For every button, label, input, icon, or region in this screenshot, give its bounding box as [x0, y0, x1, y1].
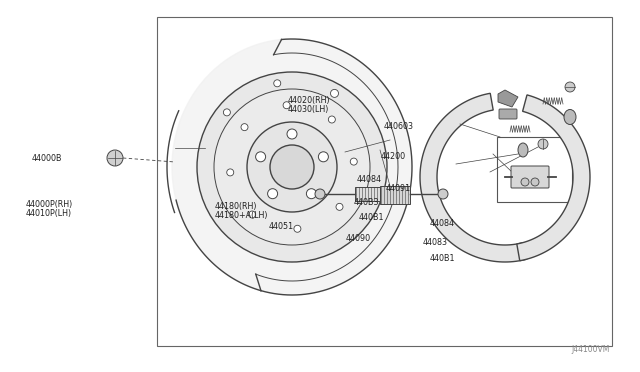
FancyBboxPatch shape — [499, 109, 517, 119]
Ellipse shape — [328, 116, 335, 123]
Ellipse shape — [223, 109, 230, 116]
Text: 44090: 44090 — [346, 234, 371, 243]
Circle shape — [521, 178, 529, 186]
Text: 44020(RH): 44020(RH) — [288, 96, 331, 105]
Bar — [380, 186, 410, 204]
Ellipse shape — [350, 158, 357, 165]
Text: 44051: 44051 — [269, 222, 294, 231]
Ellipse shape — [197, 72, 387, 262]
Ellipse shape — [255, 152, 266, 162]
Text: 44030(LH): 44030(LH) — [288, 105, 330, 114]
Ellipse shape — [270, 145, 314, 189]
Ellipse shape — [247, 122, 337, 212]
FancyBboxPatch shape — [511, 166, 549, 188]
Polygon shape — [172, 39, 412, 295]
Text: 44000B: 44000B — [32, 154, 63, 163]
Ellipse shape — [336, 203, 343, 210]
Circle shape — [565, 82, 575, 92]
Ellipse shape — [268, 189, 278, 199]
Ellipse shape — [241, 124, 248, 131]
Text: 44084: 44084 — [430, 219, 455, 228]
Text: 440603: 440603 — [384, 122, 414, 131]
Text: 44180(RH): 44180(RH) — [214, 202, 257, 211]
Circle shape — [315, 189, 325, 199]
Text: 44084: 44084 — [357, 175, 382, 184]
Text: 44091: 44091 — [385, 184, 410, 193]
Polygon shape — [517, 95, 590, 261]
Ellipse shape — [318, 152, 328, 162]
Ellipse shape — [227, 169, 234, 176]
Text: 440B1: 440B1 — [358, 213, 384, 222]
Text: 44083: 44083 — [422, 238, 447, 247]
Circle shape — [438, 189, 448, 199]
Ellipse shape — [283, 102, 290, 109]
Text: 44000P(RH): 44000P(RH) — [26, 200, 73, 209]
Bar — [157, 17, 612, 346]
Ellipse shape — [368, 192, 376, 200]
Ellipse shape — [518, 143, 528, 157]
Polygon shape — [420, 93, 527, 262]
Bar — [497, 137, 572, 202]
Ellipse shape — [307, 189, 316, 199]
Ellipse shape — [330, 89, 339, 97]
Text: 44180+A(LH): 44180+A(LH) — [214, 211, 268, 220]
Ellipse shape — [287, 129, 297, 139]
Circle shape — [538, 139, 548, 149]
Text: 44200: 44200 — [381, 152, 406, 161]
Bar — [355, 187, 380, 201]
Text: 44010P(LH): 44010P(LH) — [26, 209, 72, 218]
Ellipse shape — [564, 109, 576, 125]
Ellipse shape — [249, 211, 255, 218]
Circle shape — [107, 150, 123, 166]
Text: 440B3: 440B3 — [353, 198, 379, 207]
Ellipse shape — [274, 80, 281, 87]
Polygon shape — [498, 90, 518, 107]
Ellipse shape — [214, 89, 370, 245]
Ellipse shape — [294, 225, 301, 232]
Text: 440B1: 440B1 — [430, 254, 456, 263]
Text: J44100VM: J44100VM — [572, 345, 610, 354]
Circle shape — [531, 178, 539, 186]
